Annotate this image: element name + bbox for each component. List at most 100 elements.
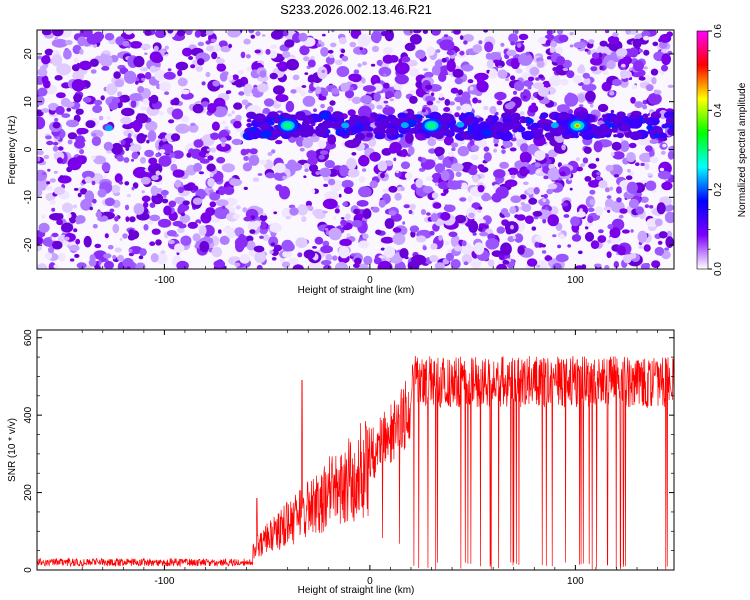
heatmap-blob — [425, 176, 433, 182]
heatmap-blob — [64, 236, 70, 241]
heatmap-blob — [41, 55, 51, 65]
heatmap-blob — [520, 89, 531, 102]
heatmap-blob — [560, 79, 569, 86]
heatmap-band-blob — [373, 114, 380, 119]
heatmap-blob — [85, 120, 96, 129]
heatmap-blob — [182, 47, 193, 57]
heatmap-blob — [78, 60, 92, 71]
heatmap-blob — [649, 156, 659, 164]
heatmap-blob — [489, 68, 498, 79]
heatmap-blob — [450, 142, 459, 148]
heatmap-blob — [155, 67, 161, 70]
heatmap-blob — [271, 149, 276, 154]
heatmap-band-blob — [604, 121, 610, 125]
heatmap-blob — [137, 73, 145, 79]
heatmap-blob — [52, 145, 59, 152]
heatmap-blob — [167, 239, 175, 245]
heatmap-blob — [384, 218, 395, 229]
heatmap-blob — [331, 88, 340, 95]
heatmap-blob — [269, 250, 274, 254]
heatmap-blob — [155, 239, 162, 246]
heatmap-blob — [45, 185, 53, 191]
heatmap-blob — [61, 113, 71, 118]
snr-xtick-label: 0 — [367, 576, 373, 587]
heatmap-blob — [66, 213, 72, 219]
heatmap-blob — [195, 65, 203, 72]
heatmap-blob — [165, 53, 169, 57]
heatmap-blob — [269, 50, 278, 59]
heatmap-blob — [156, 83, 161, 90]
heatmap-blob — [555, 46, 563, 55]
heatmap-blob — [318, 139, 327, 149]
heatmap-blob — [267, 152, 273, 156]
heatmap-blob — [122, 40, 130, 47]
heatmap-blob — [452, 68, 464, 78]
heatmap-blob — [178, 223, 187, 229]
heatmap-blob — [654, 246, 665, 256]
heatmap-blob — [92, 104, 103, 114]
heatmap-blob — [605, 164, 614, 172]
heatmap-blob — [622, 56, 633, 65]
heatmap-blob — [590, 56, 603, 66]
heatmap-blob — [338, 245, 350, 259]
heatmap-blob — [613, 165, 620, 173]
heatmap-blob — [483, 152, 492, 162]
heatmap-blob — [470, 144, 480, 152]
heatmap-band-blob — [349, 114, 362, 124]
heatmap-blob — [399, 248, 409, 259]
heatmap-blob — [623, 70, 633, 79]
heatmap-blob — [329, 54, 334, 59]
heatmap-blob — [340, 219, 347, 226]
heatmap-blob — [509, 75, 516, 81]
heatmap-blob — [183, 183, 195, 191]
heatmap-blob — [546, 188, 554, 195]
heatmap-blob — [211, 121, 220, 131]
heatmap-blob — [346, 233, 351, 238]
heatmap-blob — [388, 55, 399, 63]
heatmap-blob — [81, 170, 95, 179]
heatmap-band-blob — [512, 128, 519, 133]
heatmap-blob — [628, 198, 639, 209]
heatmap-blob — [56, 157, 63, 164]
heatmap-band-blob — [363, 125, 370, 131]
heatmap-blob — [383, 100, 389, 104]
heatmap-blob — [171, 108, 184, 120]
heatmap-blob — [110, 184, 121, 194]
heatmap-blob — [128, 248, 133, 253]
heatmap-blob — [104, 32, 115, 41]
heatmap-blob — [72, 64, 80, 72]
heatmap-blob — [555, 222, 563, 231]
heatmap-blob — [122, 233, 128, 239]
heatmap-blob — [409, 95, 418, 104]
heatmap-blob — [643, 66, 648, 70]
heatmap-blob — [91, 180, 96, 186]
heatmap-blob — [275, 140, 283, 145]
heatmap-blob — [168, 200, 177, 208]
heatmap-blob — [483, 105, 489, 111]
heatmap-blob — [177, 69, 183, 77]
heatmap-blob — [334, 180, 343, 187]
heatmap-blob — [531, 102, 537, 107]
heatmap-blob — [393, 83, 403, 91]
heatmap-blob — [129, 216, 136, 223]
heatmap-blob — [557, 30, 563, 36]
heatmap-blob — [380, 247, 386, 251]
heatmap-blob — [549, 46, 556, 52]
heatmap-blob — [501, 149, 506, 155]
heatmap-blob — [197, 41, 205, 47]
heatmap-blob — [197, 58, 205, 66]
heatmap-band-blob — [527, 126, 533, 130]
heatmap-band-blob — [610, 115, 622, 124]
heatmap-blob — [394, 91, 402, 99]
heatmap-blob — [77, 36, 87, 47]
heatmap-blob — [89, 58, 99, 67]
heatmap-band-blob — [629, 118, 643, 129]
heatmap-blob — [556, 56, 566, 66]
heatmap-blob — [329, 100, 336, 106]
heatmap-blob — [454, 214, 467, 224]
heatmap-blob — [428, 161, 433, 166]
heatmap-blob — [509, 206, 517, 214]
heatmap-blob — [237, 69, 244, 75]
heatmap-blob — [395, 170, 400, 174]
